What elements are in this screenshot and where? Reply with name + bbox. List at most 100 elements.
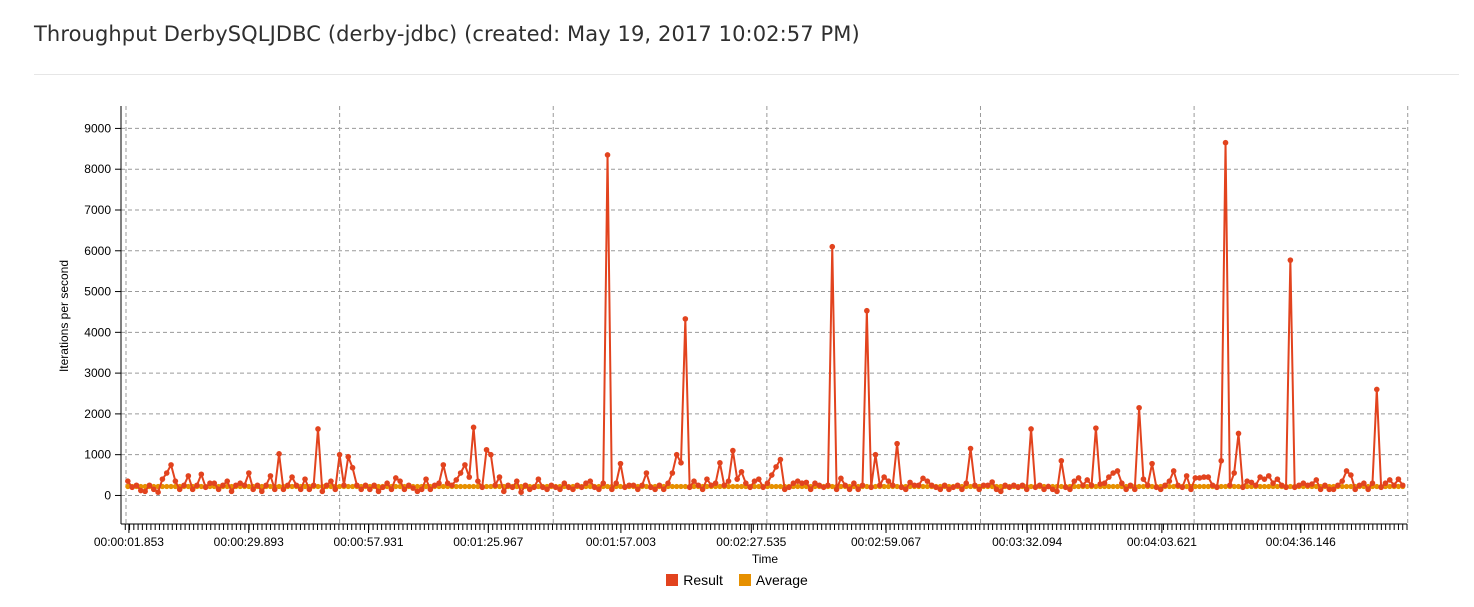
legend-swatch-result xyxy=(666,574,679,586)
axes: 0 1000 2000 3000 4000 5000 6000 7000 8000 9000 00:… xyxy=(84,106,1408,549)
result-point xyxy=(717,460,723,466)
result-point xyxy=(1192,475,1199,481)
result-point xyxy=(825,482,831,489)
result-point xyxy=(570,486,576,493)
result-point xyxy=(189,486,196,493)
average-point xyxy=(1192,483,1198,490)
average-point xyxy=(1076,483,1082,490)
result-point xyxy=(155,489,161,495)
result-point xyxy=(1162,482,1168,489)
result-point xyxy=(1222,139,1229,146)
average-point xyxy=(1201,483,1207,490)
x-tick-label: 00:00:01.853 xyxy=(94,535,164,549)
average-point xyxy=(704,483,710,490)
result-point xyxy=(1101,480,1108,487)
result-point xyxy=(634,486,641,493)
legend-item-result[interactable]: Result xyxy=(666,572,723,588)
result-point xyxy=(1075,475,1082,481)
result-point xyxy=(777,456,784,463)
result-point xyxy=(920,475,926,482)
result-point xyxy=(1373,386,1380,393)
result-point xyxy=(284,482,291,489)
average-point xyxy=(1149,483,1155,490)
result-point xyxy=(980,482,987,489)
result-point xyxy=(1278,482,1285,489)
result-point xyxy=(1265,473,1272,479)
result-point xyxy=(1291,484,1298,491)
result-point xyxy=(691,478,697,484)
result-point xyxy=(297,486,304,493)
result-point xyxy=(1058,457,1065,464)
result-point xyxy=(673,451,680,458)
result-point xyxy=(864,307,870,314)
result-point xyxy=(436,480,442,487)
average-point xyxy=(1218,483,1224,490)
result-point xyxy=(531,484,537,491)
average-point xyxy=(885,483,892,490)
result-point xyxy=(591,484,598,491)
result-point xyxy=(1188,486,1194,493)
result-point xyxy=(743,480,749,487)
result-point xyxy=(1023,486,1030,493)
result-point xyxy=(898,484,905,491)
result-point xyxy=(1131,486,1138,493)
title-divider xyxy=(34,74,1459,75)
result-point xyxy=(1140,476,1147,482)
result-point xyxy=(730,447,736,454)
result-point xyxy=(941,482,948,489)
average-point xyxy=(336,483,343,490)
result-point xyxy=(1283,484,1289,491)
result-point xyxy=(414,488,421,495)
average-point xyxy=(276,483,282,490)
result-point xyxy=(617,460,624,467)
result-point xyxy=(1227,482,1233,489)
average-point xyxy=(185,483,191,490)
result-point xyxy=(1270,480,1276,487)
average-point xyxy=(488,483,494,490)
average-point xyxy=(1257,483,1263,490)
result-point xyxy=(1205,474,1212,480)
result-point xyxy=(440,462,447,468)
result-point xyxy=(306,486,313,493)
result-point xyxy=(1313,477,1320,483)
result-point xyxy=(596,486,602,493)
average-point xyxy=(289,483,295,490)
result-point xyxy=(894,440,900,447)
average-point xyxy=(302,483,308,490)
result-point xyxy=(907,479,913,486)
result-point xyxy=(505,482,511,489)
result-point xyxy=(989,479,995,485)
result-point xyxy=(1175,482,1181,489)
average-point xyxy=(1028,483,1034,490)
average-point xyxy=(414,483,420,490)
result-point xyxy=(967,445,974,452)
average-point xyxy=(682,483,688,490)
average-point xyxy=(1244,483,1250,490)
result-point xyxy=(1209,482,1216,489)
result-point xyxy=(812,480,818,487)
average-point xyxy=(643,483,650,490)
result-point xyxy=(1166,478,1173,484)
result-point xyxy=(263,482,269,489)
result-point xyxy=(708,482,715,489)
grid xyxy=(121,106,1409,524)
result-point xyxy=(652,486,658,493)
result-point xyxy=(1248,479,1255,486)
result-point xyxy=(388,486,395,493)
result-point xyxy=(561,480,568,487)
result-point xyxy=(1153,484,1160,491)
result-point xyxy=(1326,486,1333,493)
result-point xyxy=(315,426,321,432)
y-tick-label: 3000 xyxy=(84,366,111,380)
result-point xyxy=(686,484,693,491)
legend-item-average[interactable]: Average xyxy=(738,572,808,588)
result-point xyxy=(976,486,983,493)
average-point xyxy=(924,483,930,490)
result-point xyxy=(1391,482,1397,489)
average-point xyxy=(773,483,779,490)
average-point xyxy=(604,483,611,490)
result-point xyxy=(1196,475,1203,481)
result-point xyxy=(794,478,801,484)
result-point xyxy=(1067,486,1073,493)
average-point xyxy=(375,483,382,490)
